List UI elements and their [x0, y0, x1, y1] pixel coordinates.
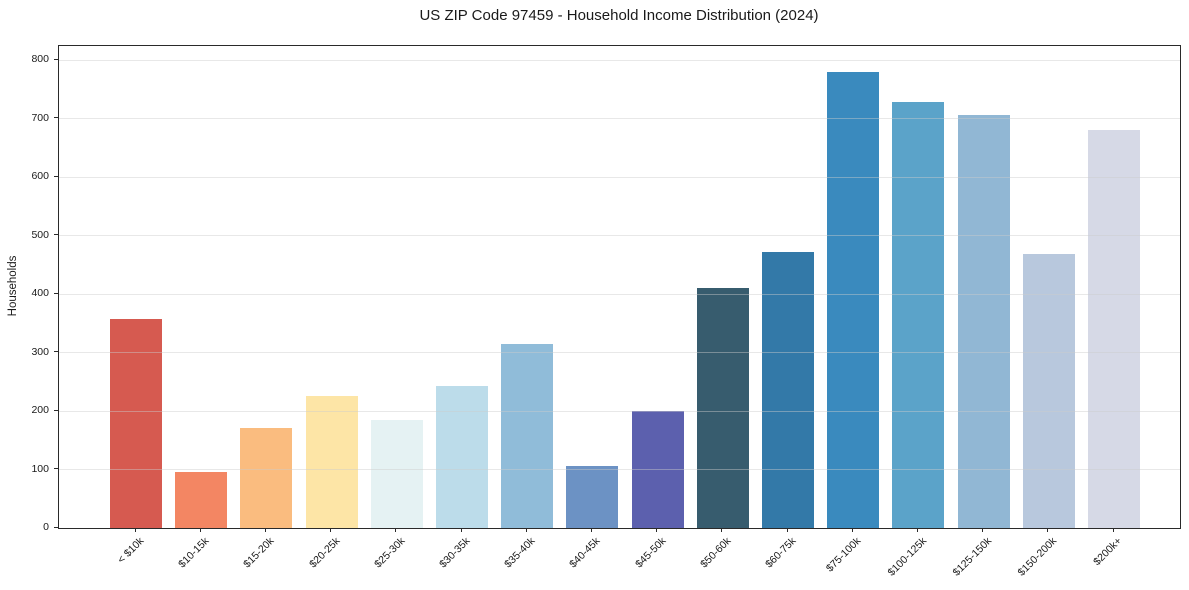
- x-tick-label: $20-25k: [306, 535, 343, 571]
- bar-10k: [110, 319, 162, 528]
- bar-60-75k: [762, 251, 814, 528]
- gridline: [59, 118, 1180, 120]
- x-tick-label: $60-75k: [763, 535, 799, 571]
- x-tick: [1047, 528, 1049, 532]
- y-tick: [54, 292, 58, 294]
- x-tick-label: $200k+: [1091, 535, 1125, 569]
- gridline: [59, 59, 1180, 61]
- bar-35-40k: [501, 343, 554, 528]
- y-tick-label: 200: [31, 404, 49, 416]
- x-tick-label: $50-60k: [697, 535, 734, 571]
- y-tick: [54, 58, 58, 60]
- x-tick-label: $10-15k: [176, 535, 212, 571]
- gridline: [59, 176, 1180, 178]
- x-tick: [395, 528, 397, 532]
- x-tick: [982, 528, 984, 532]
- y-tick: [54, 468, 58, 469]
- x-tick: [1112, 528, 1114, 532]
- plot-area: [58, 45, 1181, 529]
- bar-40-45k: [566, 466, 619, 528]
- y-tick-label: 400: [31, 287, 49, 300]
- y-tick: [54, 175, 58, 177]
- x-tick: [721, 528, 723, 532]
- gridline: [59, 293, 1180, 295]
- bar-25-30k: [370, 420, 423, 528]
- y-tick-label: 0: [43, 521, 49, 533]
- x-tick: [656, 528, 658, 532]
- y-tick-label: 700: [31, 111, 49, 124]
- chart-title: US ZIP Code 97459 - Household Income Dis…: [419, 7, 819, 24]
- gridline: [59, 352, 1180, 353]
- gridline: [59, 469, 1180, 470]
- x-tick: [264, 528, 266, 532]
- gridline: [59, 410, 1180, 412]
- x-tick: [525, 528, 527, 532]
- bar-15-20k: [240, 427, 293, 528]
- y-tick-label: 100: [31, 462, 49, 475]
- x-tick: [590, 528, 592, 532]
- x-tick-label: $75-100k: [824, 535, 864, 575]
- bar-125-150k: [957, 115, 1010, 528]
- x-tick: [199, 528, 201, 532]
- y-tick: [54, 117, 58, 119]
- x-tick-label: $150-200k: [1015, 535, 1060, 579]
- x-tick-label: < $10k: [115, 535, 147, 566]
- x-tick: [851, 528, 853, 532]
- y-tick-label: 800: [31, 53, 49, 66]
- x-tick: [134, 528, 136, 532]
- x-tick-label: $35-40k: [502, 535, 538, 571]
- x-tick-label: $125-150k: [950, 535, 995, 579]
- bar-20-25k: [305, 395, 358, 528]
- bar-10-15k: [175, 471, 228, 528]
- y-tick: [54, 351, 58, 352]
- y-tick: [54, 234, 58, 236]
- y-tick: [54, 526, 58, 528]
- x-tick-label: $40-45k: [567, 535, 603, 571]
- x-tick-label: $25-30k: [371, 535, 408, 571]
- bar-50-60k: [696, 287, 749, 528]
- x-tick-label: $15-20k: [241, 535, 277, 571]
- x-tick-label: $100-125k: [885, 535, 929, 579]
- y-tick-label: 300: [31, 345, 49, 358]
- x-tick-label: $45-50k: [632, 535, 669, 571]
- y-tick-label: 500: [31, 228, 49, 241]
- bar-30-35k: [436, 386, 488, 528]
- bar-75-100k: [827, 71, 880, 528]
- x-tick: [330, 528, 332, 532]
- x-tick: [916, 528, 918, 532]
- y-tick-label: 600: [31, 170, 49, 183]
- bar-150-200k: [1022, 253, 1075, 528]
- x-tick: [460, 528, 462, 532]
- y-tick: [54, 409, 58, 411]
- bar-45-50k: [631, 411, 684, 528]
- bar-100-125k: [892, 102, 945, 528]
- x-tick-label: $30-35k: [437, 535, 473, 571]
- x-tick: [786, 528, 788, 532]
- bar-200k: [1088, 130, 1140, 528]
- gridline: [59, 235, 1180, 237]
